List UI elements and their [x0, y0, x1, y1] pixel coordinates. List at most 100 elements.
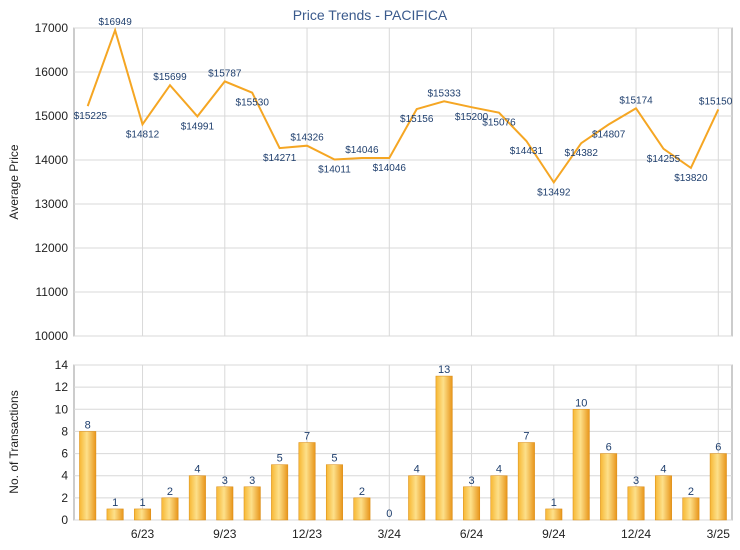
transactions-y-axis-label: No. of Transactions — [7, 390, 21, 493]
transactions-value-label: 4 — [194, 464, 200, 476]
transactions-bar — [79, 431, 97, 521]
transactions-bar — [600, 453, 618, 521]
transactions-bar — [353, 497, 371, 521]
transactions-bar — [325, 464, 343, 521]
price-data-label: $15787 — [208, 68, 242, 79]
transactions-value-label: 5 — [277, 453, 283, 465]
transactions-bar — [216, 486, 234, 521]
transactions-value-label: 4 — [660, 464, 666, 476]
transactions-bar — [654, 475, 672, 521]
transactions-y-tick-label: 10 — [55, 402, 69, 416]
transactions-value-label: 6 — [606, 442, 612, 454]
transactions-bar — [243, 486, 261, 521]
transactions-value-label: 3 — [633, 475, 639, 487]
x-tick-label: 3/25 — [707, 527, 731, 541]
transactions-bar — [572, 409, 590, 521]
price-data-label: $14326 — [290, 133, 324, 144]
price-data-label: $14271 — [263, 153, 297, 164]
transactions-bar — [106, 508, 124, 521]
price-data-label: $13492 — [537, 187, 571, 198]
price-data-label: $15076 — [482, 118, 516, 129]
x-tick-label: 12/24 — [621, 527, 651, 541]
transactions-bar — [298, 442, 316, 521]
price-y-tick-label: 12000 — [35, 241, 69, 255]
x-tick-label: 9/24 — [542, 527, 566, 541]
transactions-bar — [161, 497, 179, 521]
transactions-bar — [709, 453, 727, 521]
transactions-bar — [435, 375, 453, 521]
x-tick-label: 12/23 — [292, 527, 322, 541]
transactions-y-tick-label: 4 — [61, 469, 68, 483]
price-series-line — [86, 26, 720, 185]
price-y-axis-label: Average Price — [7, 144, 21, 219]
transactions-value-label: 4 — [414, 464, 420, 476]
transactions-bar — [463, 486, 481, 521]
price-data-label: $15530 — [236, 98, 270, 109]
transactions-value-labels: 8 1 1 2 4 3 3 5 7 5 2 0 4 13 3 4 7 1 10 6 3 4 2 6 — [85, 364, 722, 520]
transactions-value-label: 4 — [496, 464, 502, 476]
transactions-y-ticks: 0 2 4 6 8 10 12 14 — [55, 358, 69, 527]
price-y-tick-label: 11000 — [36, 285, 69, 299]
price-panel: 10000 11000 12000 13000 14000 15000 16000 17000… — [7, 17, 733, 343]
transactions-value-label: 2 — [359, 486, 365, 498]
price-data-label: $14807 — [592, 129, 626, 140]
price-data-label: $14046 — [345, 145, 379, 156]
transactions-bar — [490, 475, 508, 521]
transactions-bar — [545, 508, 563, 521]
transactions-gridlines — [74, 364, 732, 521]
price-data-label: $15150 — [699, 96, 733, 107]
transactions-bar — [627, 486, 645, 521]
transactions-y-tick-label: 12 — [55, 380, 69, 394]
price-y-ticks: 10000 11000 12000 13000 14000 15000 16000 17000 — [35, 21, 69, 343]
chart-title: Price Trends - PACIFICA — [293, 7, 448, 23]
transactions-value-label: 10 — [575, 397, 587, 409]
x-tick-label: 6/23 — [131, 527, 155, 541]
transactions-value-label: 1 — [551, 497, 557, 509]
transactions-bar — [517, 442, 535, 521]
transactions-y-tick-label: 14 — [55, 358, 69, 372]
transactions-bar — [188, 475, 206, 521]
x-tick-label: 6/24 — [460, 527, 484, 541]
x-axis-ticks: 6/23 9/23 12/23 3/24 6/24 9/24 12/24 3/25 — [131, 527, 730, 541]
transactions-bar — [134, 508, 152, 521]
price-data-label: $15333 — [427, 88, 461, 99]
transactions-value-label: 7 — [304, 431, 310, 443]
price-y-tick-label: 13000 — [35, 197, 69, 211]
price-data-label: $16949 — [98, 17, 132, 28]
price-plot-area — [73, 27, 733, 337]
price-data-label: $14382 — [565, 148, 599, 159]
transactions-value-label: 0 — [386, 508, 392, 520]
price-data-label: $14991 — [181, 121, 215, 132]
price-data-label: $15174 — [619, 95, 653, 106]
price-data-label: $15200 — [455, 112, 489, 123]
price-data-label: $15225 — [74, 111, 108, 122]
transactions-value-label: 3 — [222, 475, 228, 487]
price-y-tick-label: 10000 — [35, 329, 69, 343]
transactions-value-label: 5 — [331, 453, 337, 465]
price-y-tick-label: 16000 — [35, 65, 69, 79]
price-y-tick-label: 17000 — [35, 21, 69, 35]
price-data-label: $14255 — [647, 154, 681, 165]
x-tick-label: 9/23 — [213, 527, 237, 541]
transactions-bar — [271, 464, 289, 521]
transactions-value-label: 6 — [715, 442, 721, 454]
price-y-tick-label: 15000 — [35, 109, 69, 123]
transactions-y-tick-label: 0 — [61, 513, 68, 527]
transactions-y-tick-label: 2 — [61, 491, 68, 505]
transactions-value-label: 1 — [112, 497, 118, 509]
price-data-label: $13820 — [674, 173, 708, 184]
transactions-value-label: 2 — [167, 486, 173, 498]
transactions-value-label: 7 — [523, 431, 529, 443]
transactions-plot-area — [73, 364, 733, 521]
price-data-label: $15699 — [153, 72, 187, 83]
transactions-value-label: 2 — [688, 486, 694, 498]
price-data-label: $14812 — [126, 129, 160, 140]
transactions-value-label: 13 — [438, 364, 450, 376]
transactions-y-tick-label: 8 — [61, 424, 68, 438]
transactions-y-tick-label: 6 — [61, 447, 68, 461]
transactions-bar — [682, 497, 700, 521]
transactions-value-label: 3 — [249, 475, 255, 487]
price-data-label: $14046 — [373, 163, 407, 174]
transactions-value-label: 8 — [85, 419, 91, 431]
